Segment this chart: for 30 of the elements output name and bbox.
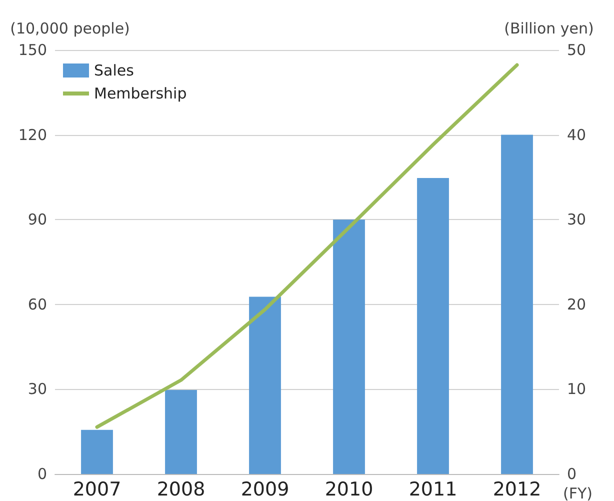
y2-tick-label: 20 [567, 295, 586, 314]
y-tick-label: 0 [37, 465, 47, 483]
y-tick-label: 30 [28, 380, 47, 398]
x-tick-label: 2010 [324, 478, 374, 500]
y2-tick-label: 30 [567, 210, 586, 229]
y-tick-label: 90 [28, 210, 47, 229]
x-tick-label: 2012 [492, 478, 542, 500]
y-tick-label: 150 [18, 41, 47, 59]
bar [249, 296, 281, 474]
bar [333, 220, 365, 474]
bar [417, 178, 449, 474]
x-tick-label: 2011 [408, 478, 458, 500]
x-tick-label: 2009 [240, 478, 290, 500]
y2-tick-label: 50 [567, 41, 586, 59]
x-axis-title: (FY) [563, 484, 592, 501]
line-series [95, 63, 519, 429]
y-axis-title: (10,000 people) [10, 20, 130, 38]
x-tick-label: 2008 [156, 478, 206, 500]
y2-tick-label: 40 [567, 126, 586, 144]
legend-label: Membership [94, 84, 187, 102]
y-tick-label: 60 [28, 295, 47, 314]
y2-tick-label: 10 [567, 380, 586, 398]
bar [165, 390, 197, 474]
y2-axis-title: (Billion yen) [504, 20, 594, 38]
y-tick-label: 120 [18, 126, 47, 144]
x-tick-label: 2007 [72, 478, 122, 500]
bar [81, 430, 113, 474]
legend-label: Sales [94, 62, 134, 80]
bar [501, 134, 533, 474]
y2-tick-label: 0 [567, 465, 577, 483]
